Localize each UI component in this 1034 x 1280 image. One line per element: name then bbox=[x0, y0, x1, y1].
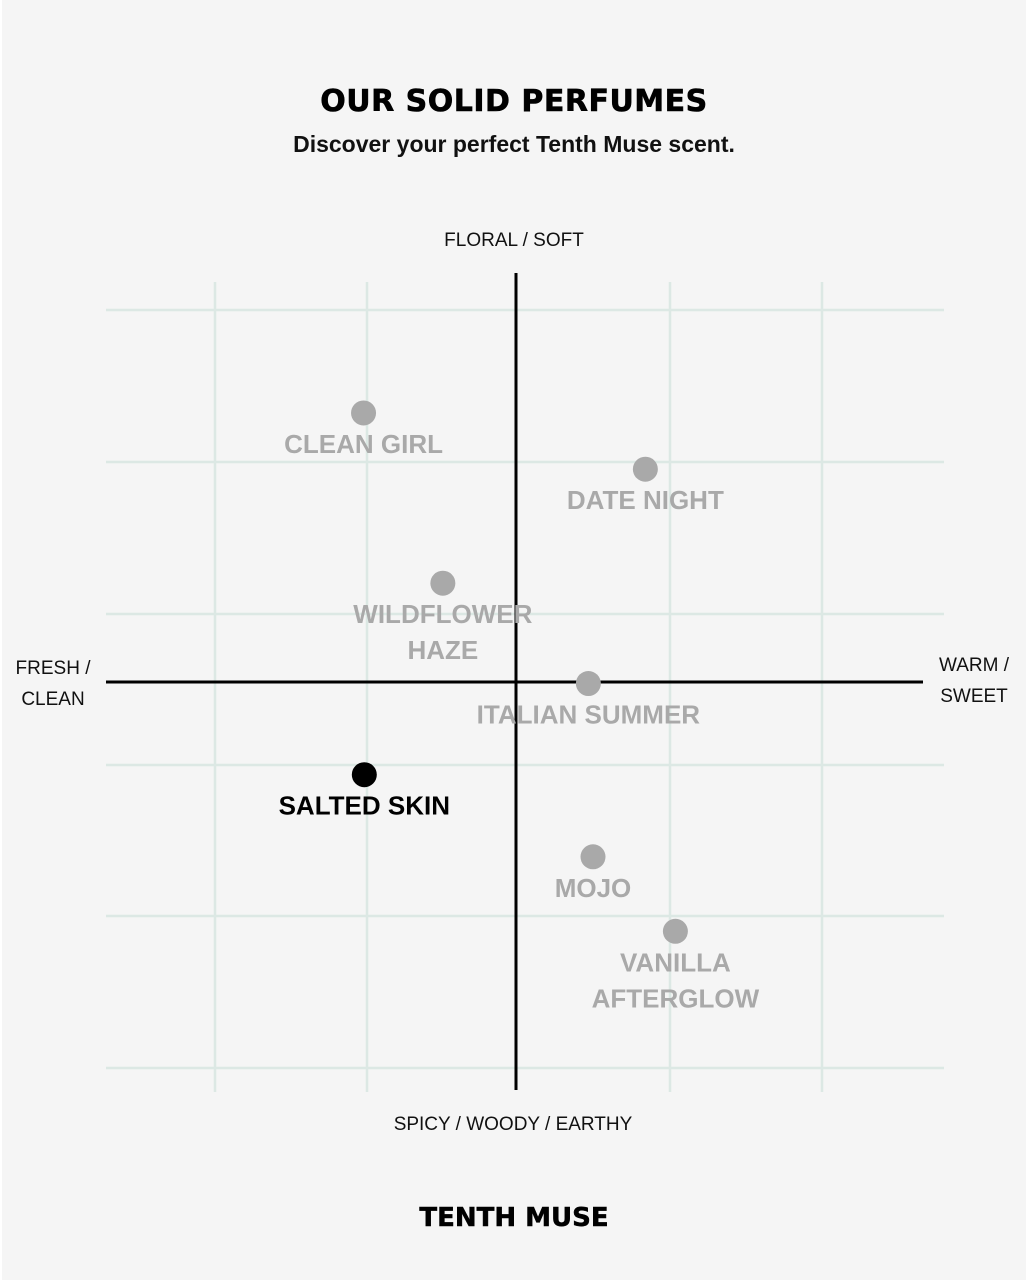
grid-lines bbox=[106, 282, 944, 1092]
scent-point: DATE NIGHT bbox=[567, 456, 724, 515]
point-marker bbox=[351, 400, 377, 426]
point-marker bbox=[632, 456, 658, 482]
scent-point: ITALIAN SUMMER bbox=[477, 671, 701, 730]
axis-label-left: FRESH / bbox=[16, 658, 92, 679]
axis-label-left: CLEAN bbox=[21, 689, 84, 710]
point-marker bbox=[351, 762, 377, 788]
page-subtitle: Discover your perfect Tenth Muse scent. bbox=[293, 131, 735, 157]
axis-label-bottom: SPICY / WOODY / EARTHY bbox=[394, 1114, 633, 1135]
axes bbox=[106, 273, 923, 1090]
point-marker bbox=[580, 844, 606, 870]
point-label: ITALIAN SUMMER bbox=[477, 700, 701, 730]
axis-labels: FLORAL / SOFT SPICY / WOODY / EARTHY FRESH… bbox=[16, 230, 1010, 1135]
point-label: MOJO bbox=[555, 873, 632, 903]
brand-footer: TENTH MUSE bbox=[419, 1203, 609, 1234]
scent-point: VANILLA AFTERGLOW bbox=[592, 918, 760, 1013]
point-label: DATE NIGHT bbox=[567, 485, 724, 515]
scent-point: CLEAN GIRL bbox=[284, 400, 443, 459]
point-label: SALTED SKIN bbox=[279, 791, 450, 821]
scent-point: SALTED SKIN bbox=[279, 762, 450, 821]
axis-label-right: SWEET bbox=[940, 686, 1008, 707]
point-label: WILDFLOWER bbox=[353, 599, 532, 629]
point-marker bbox=[430, 570, 456, 596]
point-label: VANILLA bbox=[620, 947, 731, 977]
scent-points: CLEAN GIRL DATE NIGHT WILDFLOWER HAZE ITALIA… bbox=[279, 400, 760, 1013]
page-title: OUR SOLID PERFUMES bbox=[320, 84, 708, 120]
point-marker bbox=[575, 671, 601, 697]
point-label: CLEAN GIRL bbox=[284, 429, 443, 459]
point-label: HAZE bbox=[407, 635, 478, 665]
axis-label-right: WARM / bbox=[939, 655, 1010, 676]
scent-point: WILDFLOWER HAZE bbox=[353, 570, 533, 665]
axis-label-top: FLORAL / SOFT bbox=[444, 230, 584, 251]
point-marker bbox=[662, 918, 688, 944]
scent-point: MOJO bbox=[555, 844, 632, 903]
point-label: AFTERGLOW bbox=[592, 983, 760, 1013]
